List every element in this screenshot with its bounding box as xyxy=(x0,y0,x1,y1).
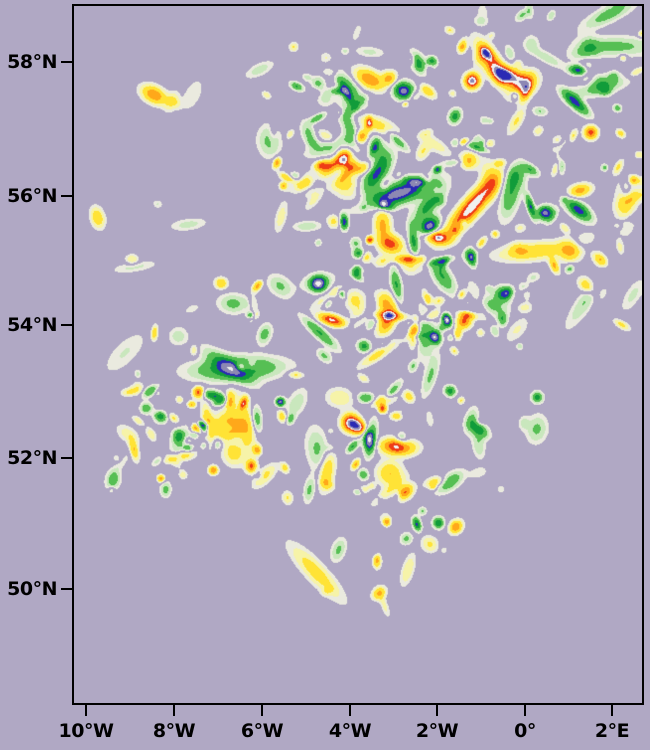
map-plot-area[interactable] xyxy=(72,4,644,705)
x-tick-mark xyxy=(173,705,175,716)
x-tick-label: 10°W xyxy=(58,720,114,742)
y-tick-mark xyxy=(61,61,72,63)
x-tick-label: 8°W xyxy=(152,720,196,742)
x-tick-mark xyxy=(524,705,526,716)
x-tick-label: 0° xyxy=(514,720,536,742)
x-tick-label: 6°W xyxy=(240,720,284,742)
y-tick-mark xyxy=(61,588,72,590)
x-tick-mark xyxy=(611,705,613,716)
x-tick-mark xyxy=(349,705,351,716)
y-tick-mark xyxy=(61,195,72,197)
x-tick-mark xyxy=(436,705,438,716)
y-tick-label: 54°N xyxy=(7,314,57,336)
y-tick-label: 56°N xyxy=(7,185,57,207)
x-tick-mark xyxy=(85,705,87,716)
y-tick-mark xyxy=(61,457,72,459)
x-tick-label: 2°W xyxy=(415,720,459,742)
y-tick-label: 58°N xyxy=(7,51,57,73)
y-tick-label: 50°N xyxy=(7,578,57,600)
y-tick-label: 52°N xyxy=(7,447,57,469)
y-tick-mark xyxy=(61,324,72,326)
x-tick-label: 2°E xyxy=(594,720,630,742)
x-tick-label: 4°W xyxy=(328,720,372,742)
x-tick-mark xyxy=(261,705,263,716)
anomaly-heatmap-canvas xyxy=(74,6,642,703)
